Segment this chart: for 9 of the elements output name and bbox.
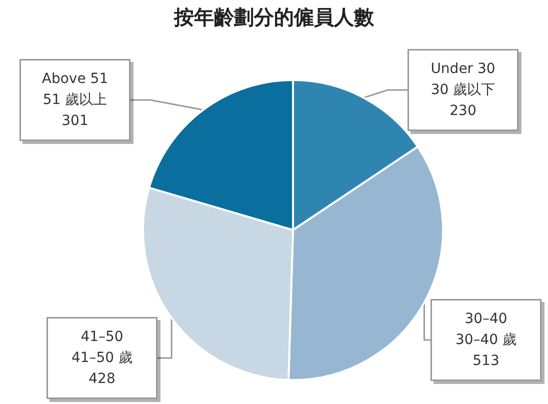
- slice-label: Under 30 30 歲以下: [430, 61, 496, 98]
- data-label: 428: [88, 371, 116, 387]
- data-label: 230: [450, 103, 476, 119]
- chart-title: 按年齡劃分的僱員人數: [173, 5, 375, 29]
- slice-label: Above 51 51 歲以上: [42, 71, 108, 108]
- data-label: 513: [472, 353, 500, 369]
- slice-label: 30–40 30–40 歲: [455, 311, 517, 348]
- data-label: 301: [62, 113, 88, 129]
- slice-label: 41–50 41–50 歲: [71, 329, 133, 366]
